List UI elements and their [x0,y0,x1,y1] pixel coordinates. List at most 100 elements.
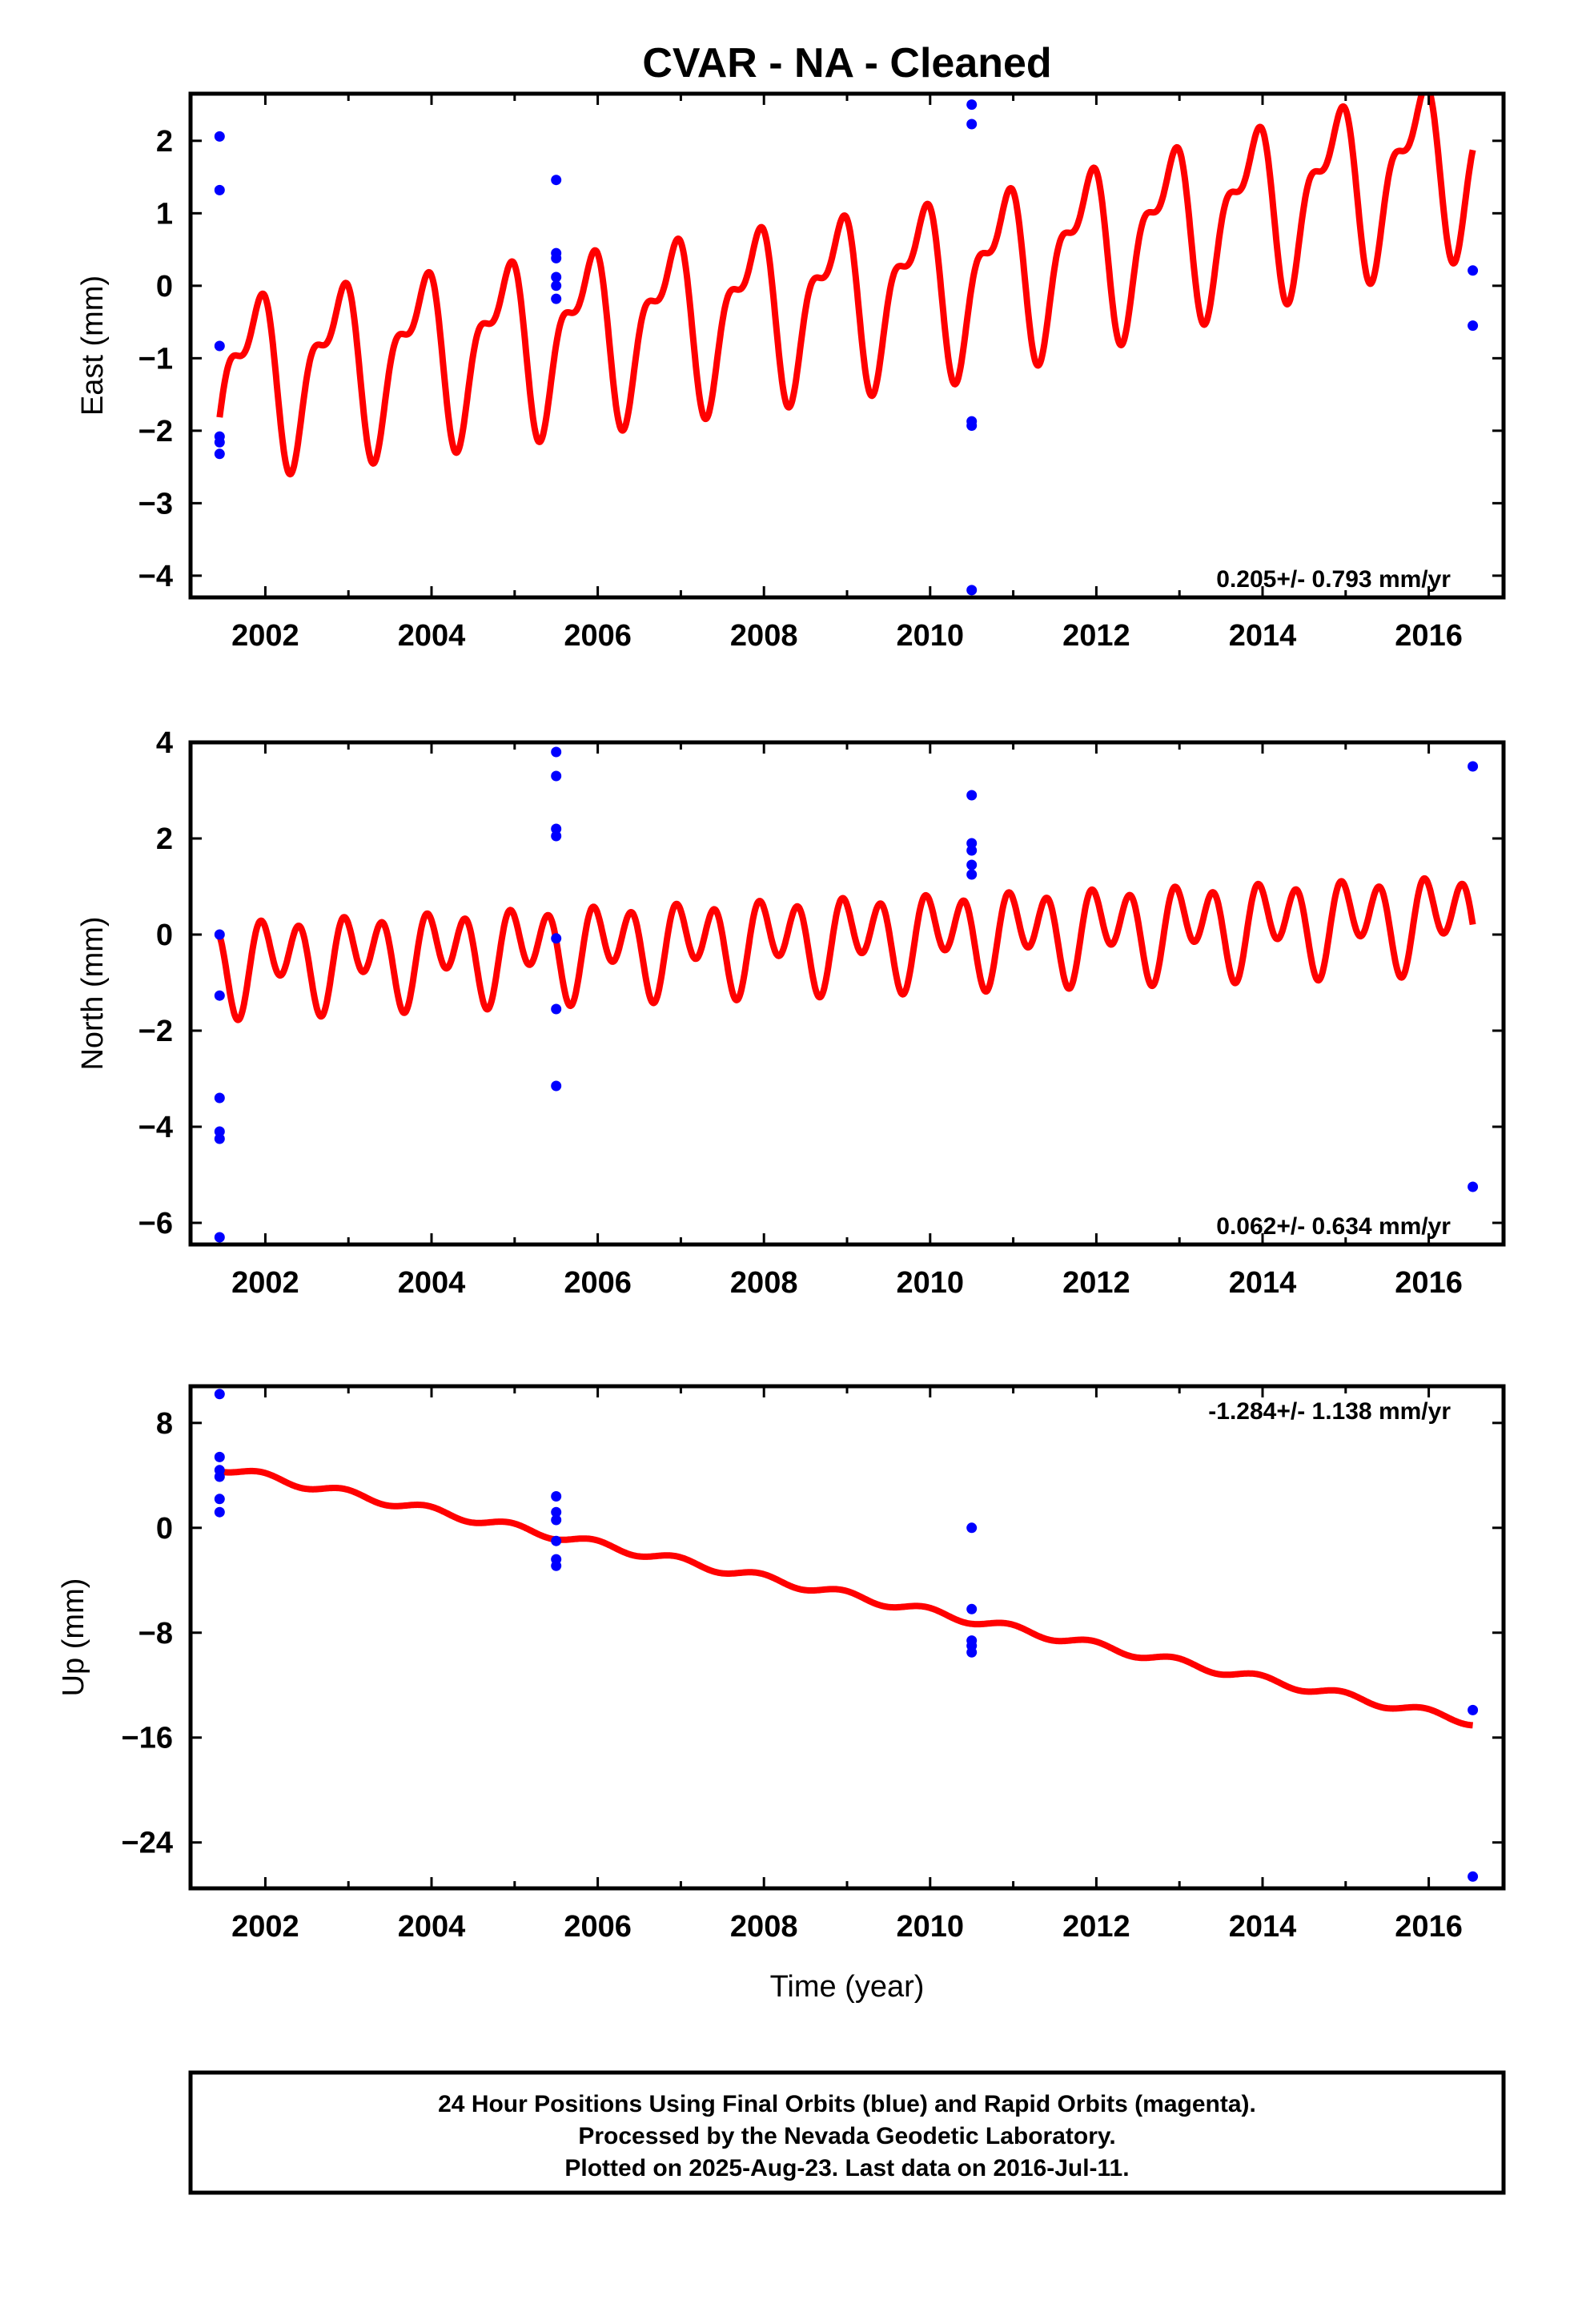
north-xtick-label: 2012 [1062,1266,1130,1300]
east-point-2 [214,340,225,352]
east-xtick-label: 2008 [730,619,798,653]
up-point-6 [551,1491,562,1502]
up-xtick-label: 2002 [231,1910,299,1944]
east-ytick-label: −1 [139,342,173,376]
east-ytick-label: 2 [156,125,173,159]
north-point-13 [966,790,978,801]
north-point-11 [551,1003,562,1015]
north-ytick-label: −2 [139,1015,173,1048]
chart-panels: 2002 2004 2006 2008 2010 2012 2014 2016−4−3−2−1… [57,91,1506,2004]
up-xtick-label: 2014 [1229,1910,1297,1944]
east-xtick-label: 2014 [1229,619,1297,653]
east-point-18 [1468,320,1479,332]
north-ytick-label: 0 [156,919,173,952]
up-point-16 [966,1647,978,1658]
up-point-3 [214,1471,225,1482]
north-xtick-label: 2008 [730,1266,798,1300]
north-point-5 [214,1232,225,1243]
up-ytick-label: −16 [122,1722,173,1755]
north-model-curve [216,875,1476,1023]
east-point-4 [214,436,225,448]
east-ytick-label: 0 [156,270,173,304]
north-ytick-label: 4 [156,726,173,760]
north-ytick-label: −4 [139,1111,173,1144]
east-y-axis-label: East (mm) [76,275,110,416]
up-xtick-label: 2016 [1395,1910,1463,1944]
north-xtick-label: 2006 [564,1266,632,1300]
north-point-4 [214,1133,225,1144]
north-point-12 [551,1080,562,1092]
east-point-6 [551,175,562,186]
north-point-1 [214,990,225,1001]
up-point-0 [214,1389,225,1400]
east-point-12 [966,99,978,111]
east-xtick-label: 2016 [1395,619,1463,653]
panel-east: 2002 2004 2006 2008 2010 2012 2014 2016 −4 −3 −2 −1… [76,91,1506,653]
north-point-17 [966,869,978,880]
up-point-13 [966,1603,978,1614]
north-rate-label: 0.062+/- 0.634 mm/yr [1216,1213,1451,1240]
east-point-0 [214,131,225,142]
up-ytick-label: −24 [122,1827,173,1860]
east-point-10 [551,280,562,292]
north-point-3 [214,1126,225,1137]
north-point-6 [551,746,562,758]
north-xtick-label: 2004 [398,1266,466,1300]
north-y-axis-label: North (mm) [76,916,110,1070]
east-point-8 [551,252,562,263]
east-point-15 [966,420,978,431]
figure-title: CVAR - NA - Cleaned [642,40,1051,86]
north-point-7 [551,770,562,782]
east-point-16 [966,585,978,596]
east-point-1 [214,184,225,195]
east-xtick-label: 2004 [398,619,466,653]
up-point-7 [551,1506,562,1518]
east-ytick-label: −2 [139,415,173,448]
up-ytick-label: −8 [139,1617,173,1651]
footer-frame [188,2070,1506,2195]
up-xtick-label: 2010 [897,1910,965,1944]
east-frame [188,91,1506,600]
up-y-axis-label: Up (mm) [57,1578,90,1697]
north-frame [188,740,1506,1247]
east-xtick-label: 2010 [897,619,965,653]
east-xtick-label: 2012 [1062,619,1130,653]
north-point-18 [1468,761,1479,772]
east-xtick-label: 2002 [231,619,299,653]
east-ytick-label: −4 [139,560,173,593]
footer-line-2: Processed by the Nevada Geodetic Laborat… [578,2123,1115,2149]
north-point-0 [214,929,225,940]
up-frame [188,1384,1506,1891]
east-point-9 [551,271,562,283]
north-xtick-label: 2016 [1395,1266,1463,1300]
panel-north: 2002 2004 2006 2008 2010 2012 2014 2016 −6 −4 −2 0 2… [76,726,1506,1300]
up-point-8 [551,1514,562,1526]
up-point-17 [1468,1704,1479,1715]
east-point-11 [551,293,562,304]
up-ytick-label: 8 [156,1407,173,1441]
up-point-11 [551,1560,562,1571]
north-point-15 [966,845,978,856]
north-point-19 [1468,1181,1479,1192]
north-point-10 [551,933,562,944]
up-point-4 [214,1494,225,1505]
up-rate-label: -1.284+/- 1.138 mm/yr [1208,1398,1451,1425]
up-point-9 [551,1535,562,1546]
north-xtick-label: 2010 [897,1266,965,1300]
up-x-axis-label: Time (year) [770,1970,925,2004]
east-point-13 [966,119,978,130]
north-xtick-label: 2014 [1229,1266,1297,1300]
north-point-14 [966,838,978,849]
up-point-12 [966,1522,978,1534]
up-xtick-label: 2004 [398,1910,466,1944]
east-rate-label: 0.205+/- 0.793 mm/yr [1216,566,1451,593]
up-xtick-label: 2008 [730,1910,798,1944]
up-model-curve [217,1467,1476,1729]
east-xtick-label: 2006 [564,619,632,653]
footer-line-3: Plotted on 2025-Aug-23. Last data on 201… [564,2155,1129,2181]
east-ytick-label: −3 [139,487,173,521]
east-point-17 [1468,265,1479,276]
north-xtick-label: 2002 [231,1266,299,1300]
north-ytick-label: −6 [139,1207,173,1240]
